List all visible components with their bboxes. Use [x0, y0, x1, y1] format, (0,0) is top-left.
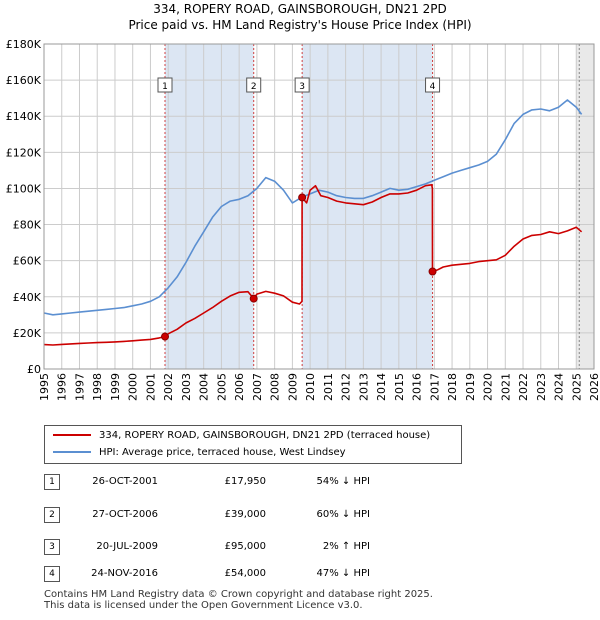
x-tick-label: 2010 [304, 373, 317, 401]
legend-item-hpi: HPI: Average price, terraced house, West… [53, 445, 346, 461]
ownership-period-shade [302, 44, 433, 369]
x-tick-label: 2008 [269, 373, 282, 401]
chart-title-address: 334, ROPERY ROAD, GAINSBOROUGH, DN21 2PD [153, 2, 447, 16]
hpi-line [43, 99, 583, 316]
sale-price: £54,000 [224, 568, 266, 579]
x-tick-label: 2016 [411, 373, 424, 401]
sale-marker [161, 332, 169, 341]
sale-date: 24-NOV-2016 [91, 568, 158, 579]
sale-date: 20-JUL-2009 [96, 541, 158, 552]
sale-badge-label: 1 [162, 82, 168, 92]
x-tick-label: 1995 [38, 373, 51, 401]
sale-badge-box [425, 77, 441, 93]
legend-hpi-swatch [53, 451, 91, 453]
x-tick-label: 2022 [517, 373, 530, 401]
x-tick-label: 2018 [446, 373, 459, 401]
y-tick-label: £20K [13, 327, 42, 340]
y-tick-label: £0 [27, 363, 41, 376]
x-tick-label: 2012 [340, 373, 353, 401]
x-tick-label: 2017 [428, 373, 441, 401]
sale-marker [298, 193, 307, 202]
sale-row: 1 26-OCT-2001 £17,950 54% ↓ HPI [0, 473, 600, 491]
footer-licence: This data is licensed under the Open Gov… [44, 600, 363, 611]
x-tick-label: 2019 [464, 373, 477, 401]
sale-price: £95,000 [224, 541, 266, 552]
y-tick-label: £180K [6, 38, 42, 51]
price-paid-line [43, 184, 583, 346]
sale-number-badge: 3 [44, 539, 60, 555]
sale-hpi-diff: 47% ↓ HPI [316, 568, 370, 579]
x-tick-label: 2026 [588, 373, 600, 401]
sale-hpi-diff: 54% ↓ HPI [316, 476, 370, 487]
x-tick-label: 2014 [375, 373, 388, 401]
legend-item-price: 334, ROPERY ROAD, GAINSBOROUGH, DN21 2PD… [53, 428, 430, 444]
y-tick-label: £140K [6, 110, 42, 123]
x-tick-label: 2021 [499, 373, 512, 401]
x-tick-label: 2023 [535, 373, 548, 401]
chart-title: Price paid vs. HM Land Registry's House … [128, 18, 472, 32]
x-tick-label: 2007 [251, 373, 264, 401]
y-tick-label: £120K [6, 146, 42, 159]
sale-marker [249, 294, 258, 303]
sale-number-badge: 1 [44, 474, 60, 490]
x-tick-label: 2001 [144, 373, 157, 401]
sale-row: 2 27-OCT-2006 £39,000 60% ↓ HPI [0, 506, 600, 524]
chart-legend: 334, ROPERY ROAD, GAINSBOROUGH, DN21 2PD… [44, 425, 462, 464]
x-tick-label: 2006 [233, 373, 246, 401]
x-tick-label: 1996 [56, 373, 69, 401]
sale-number-badge: 4 [44, 566, 60, 582]
sale-hpi-diff: 2% ↑ HPI [322, 541, 370, 552]
x-tick-label: 1999 [109, 373, 122, 401]
price-chart: 1 2 3 4 £0 £20K £40K £60K £80K £100K £120K £140K £1… [6, 38, 600, 401]
sale-marker [428, 267, 437, 276]
x-tick-label: 2000 [127, 373, 140, 401]
legend-price-swatch [53, 434, 91, 436]
sale-number-badge: 2 [44, 507, 60, 523]
footer-copyright: Contains HM Land Registry data © Crown c… [44, 589, 433, 600]
sale-date: 27-OCT-2006 [92, 509, 158, 520]
x-tick-label: 2024 [553, 373, 566, 401]
sale-row: 4 24-NOV-2016 £54,000 47% ↓ HPI [0, 565, 600, 583]
sale-price: £39,000 [224, 509, 266, 520]
x-tick-label: 2013 [357, 373, 370, 401]
x-tick-label: 2003 [180, 373, 193, 401]
x-tick-label: 1998 [91, 373, 104, 401]
x-tick-label: 2009 [286, 373, 299, 401]
y-tick-label: £60K [13, 255, 42, 268]
x-tick-label: 2025 [570, 373, 583, 401]
ownership-period-shade [165, 44, 254, 369]
y-tick-label: £160K [6, 74, 42, 87]
sale-price: £17,950 [224, 476, 266, 487]
sale-badge-label: 2 [251, 82, 257, 92]
sale-hpi-diff: 60% ↓ HPI [316, 509, 370, 520]
x-tick-label: 2015 [393, 373, 406, 401]
legend-price-label: 334, ROPERY ROAD, GAINSBOROUGH, DN21 2PD… [99, 430, 431, 441]
x-tick-label: 2004 [198, 373, 211, 401]
legend-hpi-label: HPI: Average price, terraced house, West… [99, 447, 346, 458]
x-tick-label: 1997 [73, 373, 86, 401]
y-tick-label: £80K [13, 219, 42, 232]
y-tick-label: £40K [13, 291, 42, 304]
sale-badge-label: 3 [299, 82, 305, 92]
sale-badge-box [294, 77, 310, 93]
x-tick-label: 2020 [482, 373, 495, 401]
forecast-shade [576, 44, 594, 369]
sale-badge-box [157, 77, 173, 93]
x-tick-label: 2011 [322, 373, 335, 401]
y-tick-label: £100K [6, 182, 42, 195]
x-tick-label: 2005 [215, 373, 228, 401]
x-tick-label: 2002 [162, 373, 175, 401]
sale-row: 3 20-JUL-2009 £95,000 2% ↑ HPI [0, 538, 600, 556]
plot-frame [43, 43, 595, 370]
sale-badge-box [246, 77, 262, 93]
sale-badge-label: 4 [430, 82, 436, 92]
sale-date: 26-OCT-2001 [92, 476, 158, 487]
